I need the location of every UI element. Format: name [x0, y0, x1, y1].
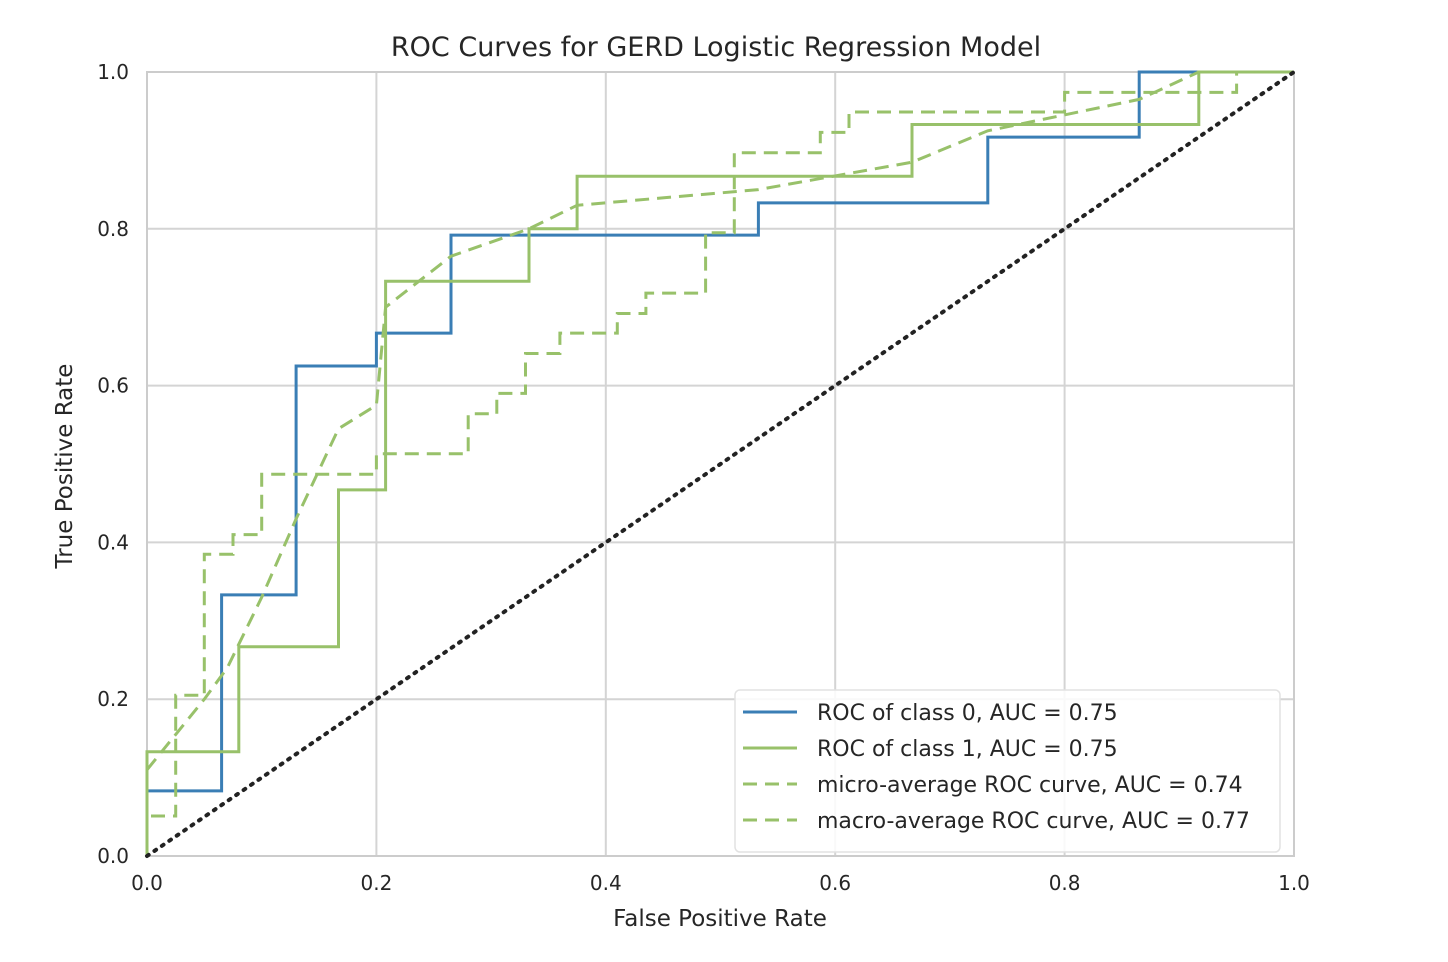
x-tick-label: 0.2	[360, 871, 392, 895]
series-layer	[145, 70, 1296, 858]
x-tick-label: 1.0	[1278, 871, 1310, 895]
y-tick-label: 0.4	[97, 530, 129, 554]
chance-diagonal-line	[145, 70, 1296, 858]
x-tick-label: 0.0	[131, 871, 163, 895]
legend-label: micro-average ROC curve, AUC = 0.74	[817, 773, 1243, 798]
legend-box	[734, 689, 1281, 853]
y-tick-label: 0.8	[97, 217, 129, 241]
legend-label: ROC of class 1, AUC = 0.75	[817, 737, 1118, 762]
tick-labels: 0.0 0.2 0.4 0.6 0.8 1.0 0.0 0.2 0.4 0.6 0.8 1.0	[97, 60, 1310, 895]
y-tick-label: 0.2	[97, 687, 129, 711]
legend: ROC of class 0, AUC = 0.75 ROC of class 1…	[734, 689, 1281, 853]
series-line-0	[145, 70, 1294, 856]
x-axis-label: False Positive Rate	[613, 906, 827, 932]
chart-title: ROC Curves for GERD Logistic Regression …	[391, 32, 1041, 63]
series-line-1	[145, 70, 1294, 856]
plot-frame	[146, 71, 1295, 857]
y-tick-label: 1.0	[97, 60, 129, 84]
x-tick-label: 0.4	[590, 871, 622, 895]
x-tick-label: 0.6	[819, 871, 851, 895]
y-axis-label: True Positive Rate	[52, 364, 78, 570]
y-tick-label: 0.6	[97, 374, 129, 398]
y-tick-label: 0.0	[97, 844, 129, 868]
series-line-2	[145, 70, 1294, 856]
legend-label: macro-average ROC curve, AUC = 0.77	[817, 809, 1250, 834]
x-tick-label: 0.8	[1049, 871, 1081, 895]
legend-label: ROC of class 0, AUC = 0.75	[817, 701, 1118, 726]
series-line-3	[145, 70, 1294, 771]
